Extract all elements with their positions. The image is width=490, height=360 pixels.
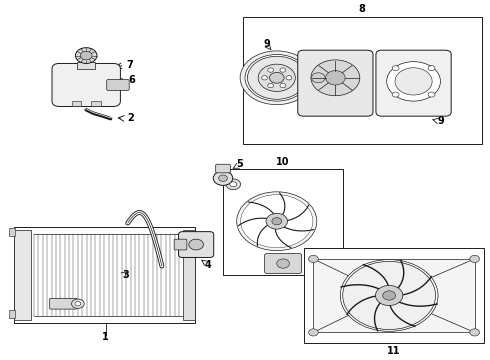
FancyBboxPatch shape [178, 231, 214, 257]
Text: 1: 1 [102, 332, 109, 342]
Circle shape [428, 92, 435, 97]
Text: 6: 6 [128, 75, 135, 85]
Circle shape [72, 299, 84, 309]
Circle shape [245, 54, 309, 101]
Text: 8: 8 [359, 4, 366, 14]
Circle shape [470, 255, 480, 262]
Bar [72, 101, 81, 107]
Circle shape [219, 175, 227, 181]
Circle shape [277, 259, 290, 268]
Circle shape [309, 329, 318, 336]
FancyBboxPatch shape [216, 164, 230, 173]
Circle shape [340, 260, 438, 331]
Bar [243, 17, 482, 144]
Text: 11: 11 [387, 346, 401, 356]
FancyBboxPatch shape [376, 50, 451, 116]
Circle shape [286, 76, 292, 80]
Circle shape [375, 285, 403, 306]
Circle shape [470, 329, 480, 336]
Circle shape [428, 66, 435, 71]
Circle shape [280, 68, 286, 72]
Bar [91, 101, 101, 107]
Circle shape [268, 68, 273, 72]
Circle shape [75, 48, 97, 63]
Text: 9: 9 [437, 116, 444, 126]
Bar [304, 248, 485, 343]
Bar [223, 169, 343, 275]
Circle shape [230, 182, 237, 187]
Polygon shape [314, 259, 475, 332]
Bar [14, 230, 31, 320]
Text: 9: 9 [263, 40, 270, 49]
Bar [9, 228, 15, 235]
Text: 2: 2 [127, 113, 134, 123]
Circle shape [309, 255, 318, 262]
FancyBboxPatch shape [49, 298, 77, 309]
FancyBboxPatch shape [52, 63, 121, 107]
Bar [183, 230, 195, 320]
Circle shape [272, 218, 282, 225]
Circle shape [241, 195, 313, 248]
Circle shape [237, 192, 317, 251]
Circle shape [383, 291, 395, 300]
Circle shape [326, 71, 345, 85]
Circle shape [392, 92, 399, 97]
FancyBboxPatch shape [107, 80, 129, 90]
Circle shape [226, 179, 241, 190]
Bar [9, 310, 15, 318]
Circle shape [266, 213, 288, 229]
Circle shape [395, 68, 432, 95]
Circle shape [258, 64, 295, 91]
Circle shape [268, 84, 273, 88]
Bar [77, 62, 95, 69]
Circle shape [247, 56, 306, 99]
Bar [14, 226, 195, 323]
Text: 4: 4 [205, 260, 212, 270]
Circle shape [80, 51, 92, 60]
Circle shape [311, 60, 360, 96]
Circle shape [270, 72, 284, 83]
Circle shape [387, 62, 441, 101]
Circle shape [343, 261, 436, 329]
Circle shape [189, 239, 203, 250]
Circle shape [213, 171, 233, 185]
Circle shape [75, 302, 81, 306]
Circle shape [240, 51, 314, 105]
Text: 3: 3 [122, 270, 129, 280]
FancyBboxPatch shape [265, 253, 302, 274]
Circle shape [262, 76, 268, 80]
FancyBboxPatch shape [174, 239, 187, 250]
FancyBboxPatch shape [298, 50, 373, 116]
Circle shape [280, 84, 286, 88]
Text: 10: 10 [276, 157, 290, 167]
Text: 7: 7 [127, 60, 134, 70]
Circle shape [312, 73, 325, 83]
Circle shape [392, 66, 399, 71]
Text: 5: 5 [236, 159, 243, 169]
